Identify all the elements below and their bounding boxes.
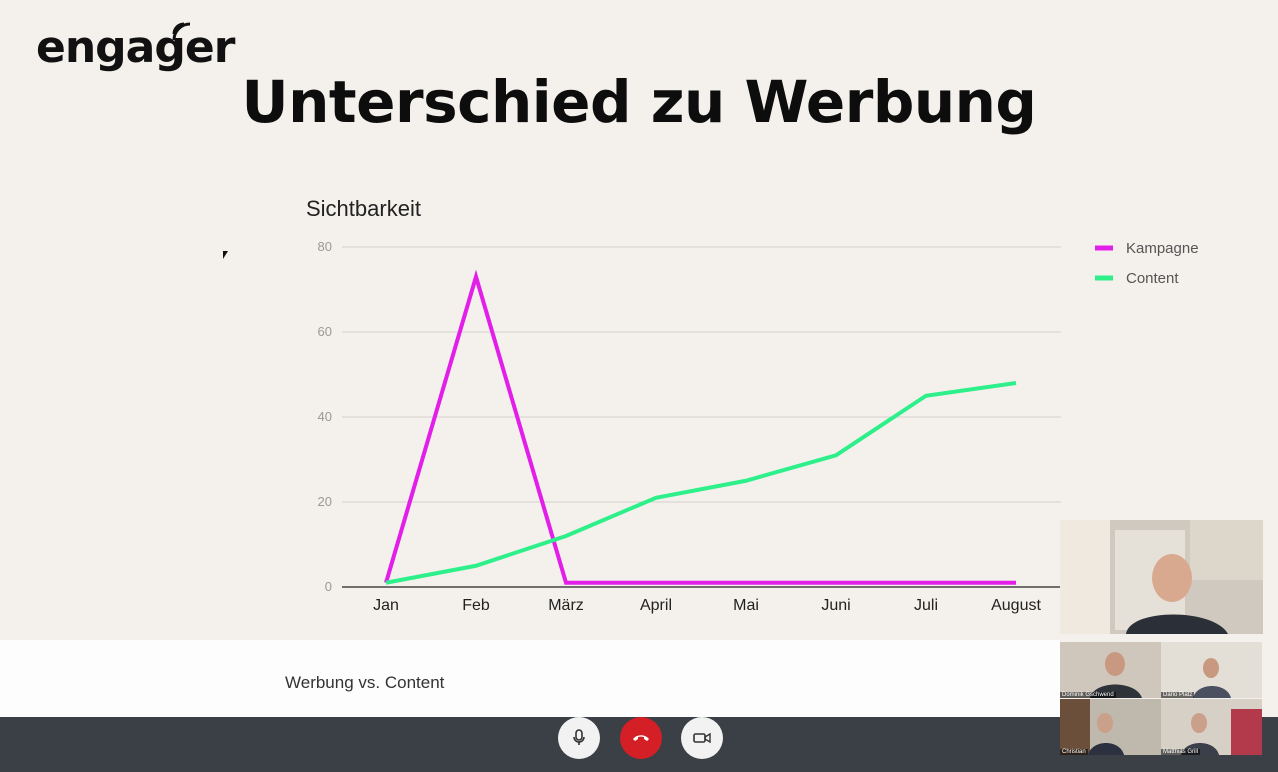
participant-tile[interactable]: Matthias Grill <box>1161 699 1262 755</box>
legend-label: Content <box>1126 270 1179 287</box>
x-tick-label: Juni <box>821 597 850 614</box>
x-tick-label: Juli <box>914 597 938 614</box>
presentation-slide: engager Unterschied zu Werbung Sichtbark… <box>36 22 1199 614</box>
x-tick-label: Mai <box>733 597 759 614</box>
participant-name: Matthias Grill <box>1161 749 1201 755</box>
participant-tile[interactable]: Dominik Gschwend <box>1060 642 1161 698</box>
series-line-kampagne <box>384 269 1016 585</box>
x-tick-label: Feb <box>462 597 490 614</box>
camera-button[interactable] <box>681 717 723 759</box>
participant-tile[interactable]: Dario Platz <box>1161 642 1262 698</box>
y-tick-label: 20 <box>318 494 332 509</box>
legend-label: Kampagne <box>1126 240 1199 257</box>
participant-name: Dominik Gschwend <box>1060 692 1116 698</box>
y-tick-label: 60 <box>318 324 332 339</box>
participant-tile[interactable]: Christian <box>1060 699 1161 755</box>
x-tick-label: März <box>548 597 584 614</box>
y-tick-label: 80 <box>318 239 332 254</box>
chart-title: Sichtbarkeit <box>306 196 421 221</box>
mute-button[interactable] <box>558 717 600 759</box>
series-line-content <box>385 381 1017 585</box>
participant-name: Christian <box>1060 749 1088 755</box>
line-chart: 0 20 40 60 80 Jan Feb März April Mai Juni Juli Augus… <box>318 239 1199 614</box>
slide-title: Unterschied zu Werbung <box>241 68 1037 136</box>
engager-logo: engager <box>36 22 235 73</box>
y-tick-label: 40 <box>318 409 332 424</box>
microphone-icon <box>573 729 585 745</box>
x-tick-label: Jan <box>373 597 399 614</box>
hangup-icon <box>633 735 649 741</box>
slide-caption: Werbung vs. Content <box>285 673 445 692</box>
mouse-cursor-icon <box>223 251 228 259</box>
camera-icon <box>693 732 711 744</box>
caption-bar <box>0 640 1060 717</box>
active-speaker-video[interactable] <box>1060 520 1263 634</box>
signal-waves-icon <box>172 22 191 41</box>
participant-name: Dario Platz <box>1161 692 1195 698</box>
hangup-button[interactable] <box>620 717 662 759</box>
y-tick-label: 0 <box>325 579 332 594</box>
x-tick-label: August <box>991 597 1041 614</box>
x-tick-label: April <box>640 597 672 614</box>
